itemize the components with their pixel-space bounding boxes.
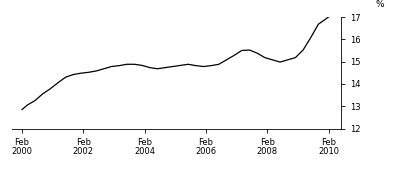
Text: %: %	[376, 0, 385, 9]
